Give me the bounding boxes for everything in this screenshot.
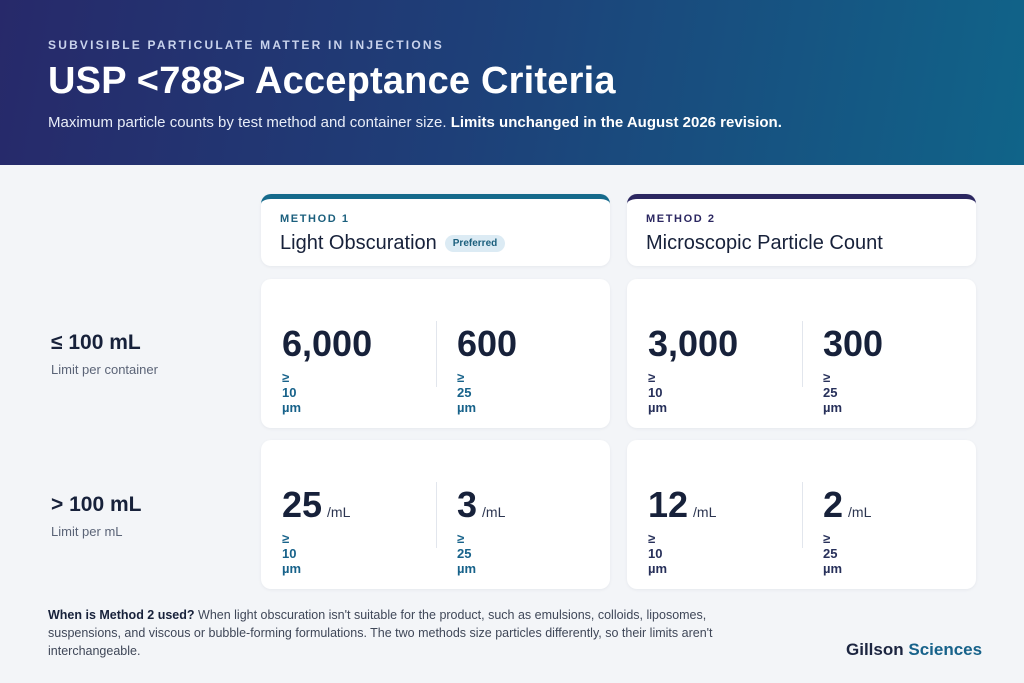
size-threshold: ≥ 25 µm [457,370,477,415]
unit-label: /mL [693,504,717,520]
eyebrow-text: SUBVISIBLE PARTICULATE MATTER IN INJECTI… [48,38,444,52]
footnote-lead: When is Method 2 used? [48,608,195,622]
preferred-badge: Preferred [444,235,506,252]
limit-value: 2/mL [823,484,872,525]
method-2-name: Microscopic Particle Count [646,232,883,254]
row-1-label: ≤ 100 mL Limit per container [51,331,158,377]
method-1-name: Light Obscuration Preferred [280,232,506,255]
unit-label: /mL [848,504,872,520]
header-banner: SUBVISIBLE PARTICULATE MATTER IN INJECTI… [0,0,1024,165]
size-threshold: ≥ 10 µm [282,531,302,576]
brand-logo: Gillson Sciences [846,640,982,660]
method-1-card: METHOD 1 Light Obscuration Preferred [261,194,610,266]
row-2-label: > 100 mL Limit per mL [51,493,141,539]
limit-value: 3/mL [457,484,506,525]
row-1-method-1-values: 6,000 ≥ 10 µm 600 ≥ 25 µm [261,279,610,428]
row-1-subtitle: Limit per container [51,362,158,377]
size-threshold: ≥ 10 µm [282,370,302,415]
footnote: When is Method 2 used? When light obscur… [48,606,768,660]
subtitle-lead: Maximum particle counts by test method a… [48,114,447,131]
method-2-label: METHOD 2 [646,213,716,225]
brand-name-part2: Sciences [908,640,983,659]
limit-value: 25/mL [282,484,351,525]
size-threshold: ≥ 25 µm [457,531,477,576]
brand-name-part1: Gillson [846,640,904,659]
cell-divider [436,321,437,387]
size-threshold: ≥ 10 µm [648,370,668,415]
cell-divider [802,482,803,548]
cell-divider [436,482,437,548]
row-2-method-1-values: 25/mL ≥ 10 µm 3/mL ≥ 25 µm [261,440,610,589]
method-1-label: METHOD 1 [280,213,350,225]
cell-divider [802,321,803,387]
size-threshold: ≥ 10 µm [648,531,668,576]
limit-value: 3,000 [648,323,739,364]
unit-label: /mL [482,504,506,520]
unit-label: /mL [327,504,351,520]
limit-value: 600 [457,323,518,364]
row-1-method-2-values: 3,000 ≥ 10 µm 300 ≥ 25 µm [627,279,976,428]
page-title: USP <788> Acceptance Criteria [48,60,616,102]
size-threshold: ≥ 25 µm [823,370,843,415]
size-threshold: ≥ 25 µm [823,531,843,576]
limit-value: 300 [823,323,884,364]
method-1-title: Light Obscuration [280,232,437,254]
limit-value: 12/mL [648,484,717,525]
row-2-subtitle: Limit per mL [51,524,123,539]
row-1-title: ≤ 100 mL [51,331,141,354]
method-2-card: METHOD 2 Microscopic Particle Count [627,194,976,266]
footnote-body: When light obscuration isn't suitable fo… [48,608,713,658]
page-subtitle: Maximum particle counts by test method a… [48,114,782,131]
limit-value: 6,000 [282,323,373,364]
subtitle-emphasis: Limits unchanged in the August 2026 revi… [450,114,782,131]
row-2-method-2-values: 12/mL ≥ 10 µm 2/mL ≥ 25 µm [627,440,976,589]
row-2-title: > 100 mL [51,493,142,516]
